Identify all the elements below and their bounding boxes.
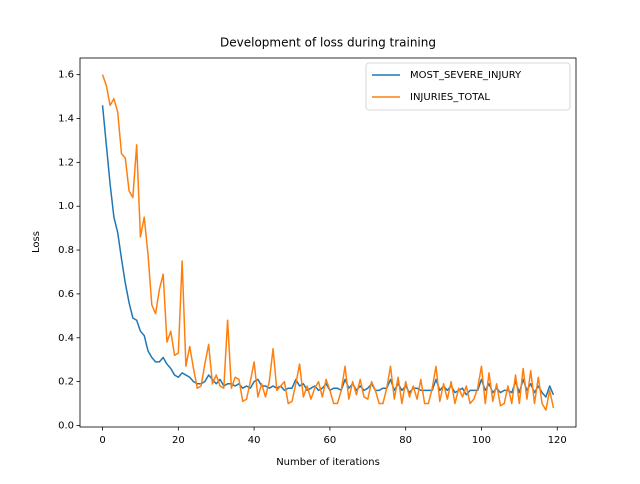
plot-frame — [79, 57, 577, 428]
y-tick-label: 1.4 — [58, 114, 74, 125]
x-tick-label: 100 — [472, 435, 491, 446]
series-line — [101, 74, 555, 411]
y-tick-label: 0.2 — [58, 377, 74, 388]
y-tick-label: 0.8 — [58, 245, 74, 256]
chart-title: Development of loss during training — [220, 36, 436, 50]
x-tick-label: 60 — [324, 435, 337, 446]
x-tick-label: 0 — [99, 435, 105, 446]
x-axis-label: Number of iterations — [276, 457, 380, 468]
x-tick-label: 20 — [172, 435, 185, 446]
legend-box — [365, 62, 571, 111]
y-tick-label: 1.0 — [58, 201, 74, 212]
x-tick-label: 40 — [248, 435, 261, 446]
legend-label: INJURIES_TOTAL — [410, 92, 490, 103]
y-tick-label: 1.6 — [58, 70, 74, 81]
y-tick-label: 0.4 — [58, 333, 74, 344]
legend-label: MOST_SEVERE_INJURY — [410, 70, 522, 81]
y-tick-label: 1.2 — [58, 157, 74, 168]
y-tick-label: 0.0 — [58, 420, 74, 431]
x-tick-label: 120 — [548, 435, 567, 446]
y-tick-label: 0.6 — [58, 289, 74, 300]
y-axis-label: Loss — [31, 231, 42, 253]
x-tick-label: 80 — [399, 435, 412, 446]
